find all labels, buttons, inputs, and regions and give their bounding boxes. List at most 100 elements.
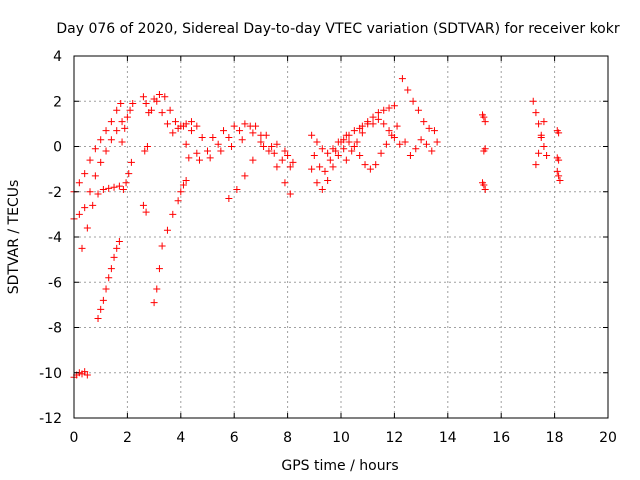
data-point — [316, 163, 324, 171]
data-point — [417, 136, 425, 144]
data-point — [481, 145, 489, 153]
data-point — [163, 120, 171, 128]
data-point — [127, 158, 135, 166]
data-point — [268, 143, 276, 150]
data-point — [385, 104, 393, 112]
data-point — [358, 122, 366, 130]
data-point — [107, 265, 115, 273]
data-point — [75, 210, 83, 218]
series-track-w — [398, 75, 438, 135]
series-track-f — [118, 100, 137, 146]
data-point — [174, 197, 182, 205]
data-point — [163, 226, 171, 234]
y-tick-label: -10 — [39, 366, 62, 382]
data-point — [241, 172, 249, 180]
data-point — [206, 154, 214, 162]
data-point — [121, 124, 129, 132]
data-point — [139, 201, 147, 209]
series-track-t — [342, 102, 398, 164]
data-point — [342, 131, 350, 139]
data-point — [273, 140, 281, 148]
data-point — [342, 156, 350, 164]
data-point — [350, 127, 358, 135]
data-point — [308, 165, 316, 173]
y-tick-label: -2 — [48, 185, 62, 201]
data-point — [230, 122, 238, 130]
data-point — [107, 118, 115, 126]
series-track-s — [310, 131, 350, 175]
series-track-v — [358, 115, 404, 148]
data-point — [366, 165, 374, 173]
data-point — [119, 185, 127, 193]
data-point — [118, 118, 126, 126]
series-track-ab — [529, 97, 551, 160]
data-point — [105, 274, 113, 282]
x-axis-label: GPS time / hours — [281, 458, 398, 474]
data-point — [532, 161, 540, 169]
data-point — [265, 147, 273, 155]
data-point — [81, 204, 89, 212]
data-point — [329, 163, 337, 171]
data-point — [286, 190, 294, 198]
data-point — [228, 143, 236, 150]
grid — [74, 56, 608, 418]
series-track-o — [185, 129, 297, 166]
data-point — [540, 143, 548, 150]
data-point — [481, 185, 489, 193]
data-point — [414, 106, 422, 114]
data-point — [390, 102, 398, 110]
data-point — [249, 156, 257, 164]
data-point — [86, 188, 94, 196]
data-point — [480, 113, 488, 121]
data-point — [169, 210, 177, 218]
x-tick-label: 8 — [283, 430, 292, 446]
data-point — [94, 314, 102, 322]
data-point — [345, 138, 353, 146]
series-track-af — [553, 167, 564, 184]
data-point — [430, 127, 438, 135]
data-point — [142, 100, 150, 108]
data-point — [161, 93, 169, 101]
data-point — [404, 86, 412, 94]
data-point — [252, 122, 260, 130]
data-point — [249, 129, 257, 137]
data-point — [94, 190, 102, 198]
data-point — [142, 208, 150, 216]
data-point — [147, 106, 155, 114]
data-point — [334, 152, 342, 160]
data-point — [113, 244, 121, 252]
data-point — [481, 118, 489, 126]
data-point — [284, 152, 292, 160]
data-point — [81, 170, 89, 178]
series-track-d — [94, 238, 123, 322]
data-point — [220, 127, 228, 135]
data-point — [324, 176, 332, 184]
data-point — [118, 138, 126, 146]
data-point — [91, 172, 99, 180]
y-tick-label: 0 — [53, 140, 62, 156]
data-point — [555, 172, 563, 180]
data-point — [393, 122, 401, 130]
data-point — [182, 140, 190, 148]
data-point — [198, 133, 206, 141]
data-point — [158, 109, 166, 117]
data-point — [382, 140, 390, 148]
data-point — [409, 97, 417, 105]
data-point — [110, 253, 118, 261]
data-point — [289, 158, 297, 166]
data-point — [380, 106, 388, 114]
data-point — [398, 75, 406, 83]
data-point — [238, 136, 246, 144]
data-point — [143, 143, 151, 150]
data-point — [377, 149, 385, 157]
data-point — [171, 118, 179, 126]
data-point — [155, 265, 163, 273]
data-point — [110, 183, 118, 191]
axis-ticks: 0 2 4 6 8 10 12 14 16 18 20 -12 -10 -8 -6 -4 -2 0 2 4 — [39, 49, 617, 446]
data-point — [555, 129, 563, 137]
data-point — [99, 296, 107, 304]
data-point — [83, 224, 91, 232]
data-point — [433, 138, 441, 146]
data-point — [401, 138, 409, 146]
